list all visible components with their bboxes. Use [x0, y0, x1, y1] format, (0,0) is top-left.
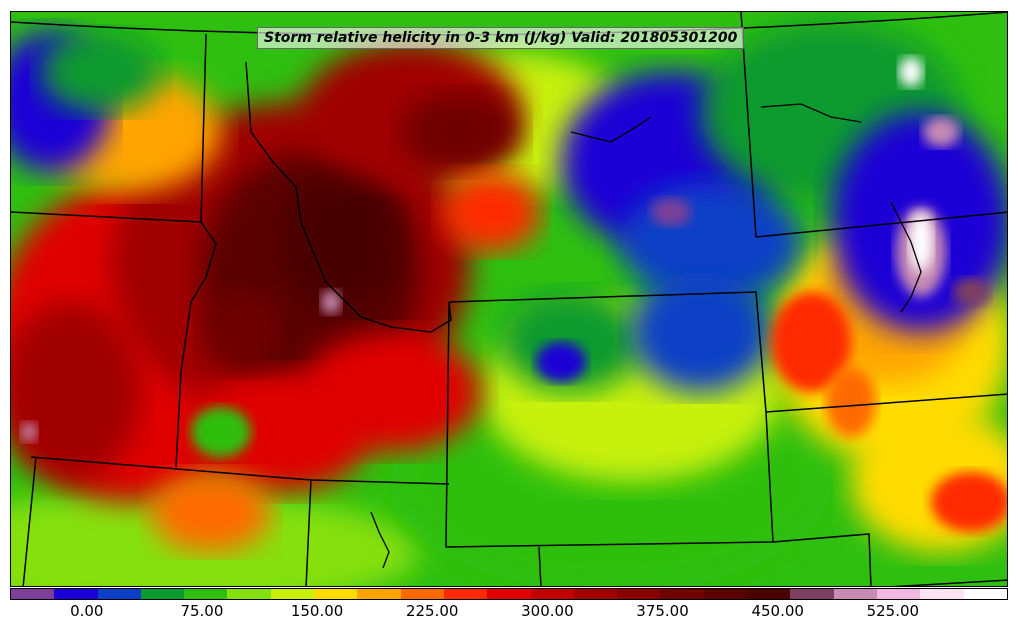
boundary-montana-north-section — [11, 211, 202, 223]
colorbar-tick-label: 525.00 — [866, 602, 920, 620]
colorbar-segment — [747, 589, 791, 599]
field-blob — [441, 172, 541, 252]
colorbar-tick-label: 300.00 — [521, 602, 574, 620]
field-blob — [11, 302, 141, 482]
boundary-east-montana-dakota — [740, 12, 757, 238]
lake-great-salt — [370, 511, 390, 569]
field-blob — [909, 212, 933, 272]
boundary-wyoming-colorado-south — [445, 301, 872, 586]
lake-sakakawea — [760, 103, 862, 123]
colorbar-tick-label: 150.00 — [290, 602, 344, 620]
colorbar — [10, 588, 1008, 600]
colorbar-segment — [140, 589, 185, 599]
field-blob — [931, 472, 1007, 532]
colorbar-segment — [573, 589, 618, 599]
colorbar-segment — [530, 589, 574, 599]
colorbar-segment — [963, 589, 1007, 599]
boundary-dakotas — [755, 211, 1007, 238]
lake-fort-peck — [570, 116, 652, 143]
field-blob — [501, 292, 641, 392]
colorbar-segment — [876, 589, 921, 599]
colorbar-tick-label: 450.00 — [751, 602, 804, 620]
colorbar-segment — [703, 589, 748, 599]
helicity-field — [11, 12, 1007, 586]
colorbar-tick-labels: 0.00 75.00 150.00 225.00 300.00 375.00 450.00 5… — [10, 602, 1008, 626]
field-blob — [826, 367, 876, 437]
colorbar-tick-label: 375.00 — [636, 602, 689, 620]
field-blob — [281, 172, 401, 312]
colorbar-segment — [97, 589, 141, 599]
field-blob — [21, 422, 37, 442]
colorbar-segment — [54, 589, 98, 599]
colorbar-segment — [357, 589, 401, 599]
map-title: Storm relative helicity in 0-3 km (J/kg)… — [257, 27, 745, 49]
colorbar-segment — [227, 589, 271, 599]
field-blob — [771, 292, 851, 392]
field-blob — [151, 472, 271, 552]
boundary-wyoming — [448, 291, 774, 543]
colorbar-segment — [11, 589, 55, 599]
field-blob — [899, 57, 923, 87]
map-field-canvas — [11, 12, 1007, 586]
colorbar-tick-label: 75.00 — [180, 602, 224, 620]
helicity-map: Storm relative helicity in 0-3 km (J/kg)… — [10, 11, 1008, 587]
colorbar-segment — [617, 589, 661, 599]
field-blob — [201, 292, 281, 372]
colorbar-segment — [400, 589, 444, 599]
field-blob — [631, 272, 771, 392]
boundary-utah-south — [305, 479, 312, 586]
colorbar-segment — [487, 589, 531, 599]
field-blob — [953, 278, 989, 306]
colorbar-segment — [790, 589, 834, 599]
colorbar-tick-label: 0.00 — [70, 602, 104, 620]
boundary-nebraska — [765, 393, 1007, 413]
lakes — [370, 103, 922, 569]
colorbar-tick-label: 225.00 — [405, 602, 459, 620]
colorbar-segment — [270, 589, 315, 599]
colorbar-segment — [184, 589, 228, 599]
colorbar-segment — [833, 589, 877, 599]
field-blob — [923, 117, 959, 147]
colorbar-segment — [314, 589, 358, 599]
field-blob — [651, 198, 691, 226]
field-blob — [41, 32, 161, 112]
boundary-colorado-west — [538, 546, 542, 586]
colorbar-segment — [660, 589, 704, 599]
field-blob — [401, 92, 521, 172]
colorbar-segment — [920, 589, 964, 599]
field-blob — [191, 372, 371, 492]
boundary-utah-west — [22, 456, 37, 586]
field-blob — [536, 342, 586, 382]
boundary-montana-wyoming-west — [245, 61, 452, 333]
lake-oahe — [890, 201, 922, 313]
field-blob — [321, 290, 341, 314]
boundary-oklahoma — [892, 579, 1007, 586]
field-blob — [191, 407, 251, 457]
colorbar-segment — [443, 589, 488, 599]
